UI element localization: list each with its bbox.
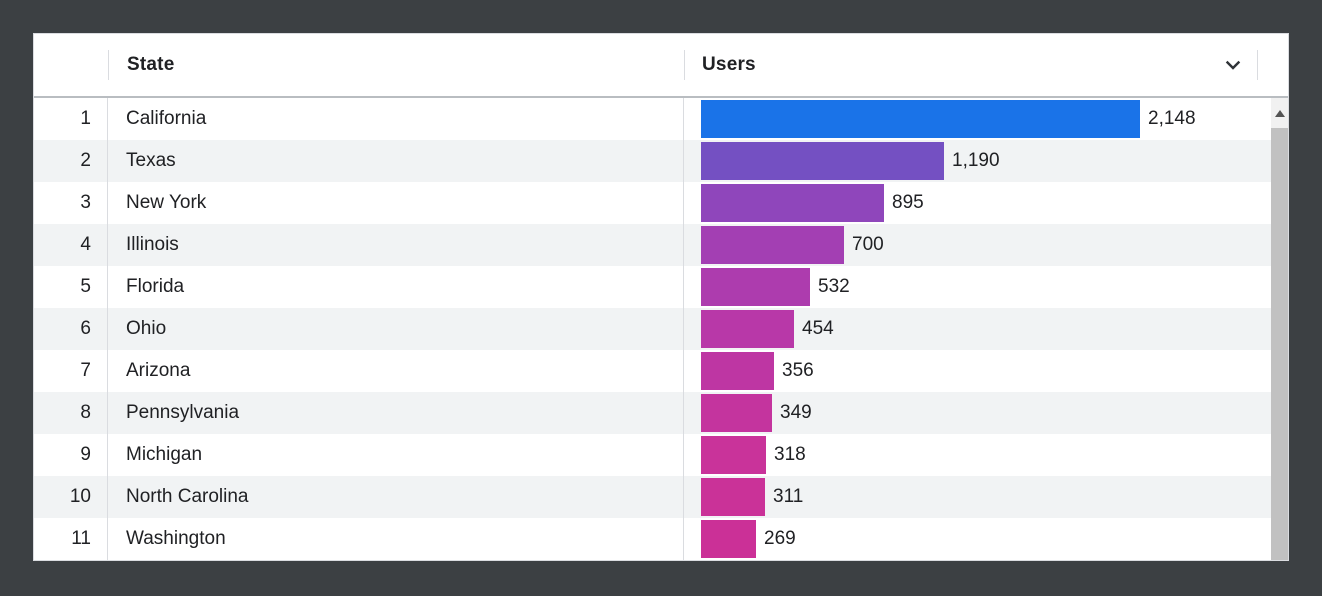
row-state: Arizona (108, 350, 684, 392)
row-rank: 11 (34, 518, 108, 560)
row-bar (701, 520, 756, 558)
table-row[interactable]: 10 North Carolina 311 (34, 476, 1288, 518)
row-rank: 7 (34, 350, 108, 392)
row-value: 311 (773, 486, 804, 507)
row-value: 454 (802, 318, 834, 339)
row-state: Florida (108, 266, 684, 308)
row-value: 269 (764, 528, 796, 549)
table-row[interactable]: 6 Ohio 454 (34, 308, 1288, 350)
row-bar (701, 184, 884, 222)
row-rank: 10 (34, 476, 108, 518)
row-rank: 8 (34, 392, 108, 434)
row-rank: 4 (34, 224, 108, 266)
row-state: North Carolina (108, 476, 684, 518)
row-bar (701, 142, 944, 180)
row-state: Ohio (108, 308, 684, 350)
row-value: 2,148 (1148, 108, 1196, 129)
row-state: Pennsylvania (108, 392, 684, 434)
row-state: Texas (108, 140, 684, 182)
row-rank: 3 (34, 182, 108, 224)
table-row[interactable]: 2 Texas 1,190 (34, 140, 1288, 182)
table-row[interactable]: 4 Illinois 700 (34, 224, 1288, 266)
table-rows: 1 California 2,148 2 Texas 1,190 3 New Y… (34, 98, 1288, 560)
row-bar-cell: 356 (684, 350, 1288, 392)
data-table-card: State Users 1 California 2,148 2 Texas 1… (33, 33, 1289, 561)
row-bar-cell: 700 (684, 224, 1288, 266)
row-value: 318 (774, 444, 806, 465)
table-row[interactable]: 11 Washington 269 (34, 518, 1288, 560)
row-bar-cell: 895 (684, 182, 1288, 224)
table-row[interactable]: 1 California 2,148 (34, 98, 1288, 140)
row-value: 895 (892, 192, 924, 213)
row-rank: 2 (34, 140, 108, 182)
header-divider (1257, 50, 1258, 80)
row-bar (701, 100, 1140, 138)
row-value: 356 (782, 360, 814, 381)
state-column-header[interactable]: State (109, 54, 684, 76)
row-bar (701, 394, 772, 432)
chevron-down-icon[interactable] (1221, 53, 1245, 77)
scrollbar-thumb[interactable] (1271, 128, 1288, 560)
row-state: New York (108, 182, 684, 224)
row-rank: 1 (34, 98, 108, 140)
table-header: State Users (34, 34, 1288, 98)
header-divider (108, 50, 109, 80)
table-row[interactable]: 8 Pennsylvania 349 (34, 392, 1288, 434)
row-bar-cell: 311 (684, 476, 1288, 518)
row-bar (701, 226, 844, 264)
vertical-scrollbar[interactable] (1271, 98, 1288, 560)
row-bar-cell: 454 (684, 308, 1288, 350)
row-bar-cell: 269 (684, 518, 1288, 560)
row-bar-cell: 532 (684, 266, 1288, 308)
row-value: 1,190 (952, 150, 1000, 171)
row-state: Michigan (108, 434, 684, 476)
row-bar-cell: 349 (684, 392, 1288, 434)
users-column-label: Users (702, 54, 756, 75)
row-bar-cell: 318 (684, 434, 1288, 476)
row-value: 532 (818, 276, 850, 297)
row-rank: 5 (34, 266, 108, 308)
row-bar (701, 478, 765, 516)
row-value: 349 (780, 402, 812, 423)
row-value: 700 (852, 234, 884, 255)
header-divider (684, 50, 685, 80)
row-bar-cell: 1,190 (684, 140, 1288, 182)
table-body: 1 California 2,148 2 Texas 1,190 3 New Y… (34, 98, 1288, 560)
users-column-header[interactable]: Users (685, 53, 1257, 77)
row-bar (701, 352, 774, 390)
state-column-label: State (127, 54, 175, 75)
row-state: Washington (108, 518, 684, 560)
row-state: Illinois (108, 224, 684, 266)
row-state: California (108, 98, 684, 140)
row-bar-cell: 2,148 (684, 98, 1288, 140)
triangle-up-icon (1274, 109, 1285, 117)
table-row[interactable]: 3 New York 895 (34, 182, 1288, 224)
table-row[interactable]: 9 Michigan 318 (34, 434, 1288, 476)
row-rank: 9 (34, 434, 108, 476)
row-rank: 6 (34, 308, 108, 350)
table-row[interactable]: 7 Arizona 356 (34, 350, 1288, 392)
scroll-up-button[interactable] (1271, 98, 1288, 128)
table-row[interactable]: 5 Florida 532 (34, 266, 1288, 308)
row-bar (701, 436, 766, 474)
row-bar (701, 268, 810, 306)
row-bar (701, 310, 794, 348)
